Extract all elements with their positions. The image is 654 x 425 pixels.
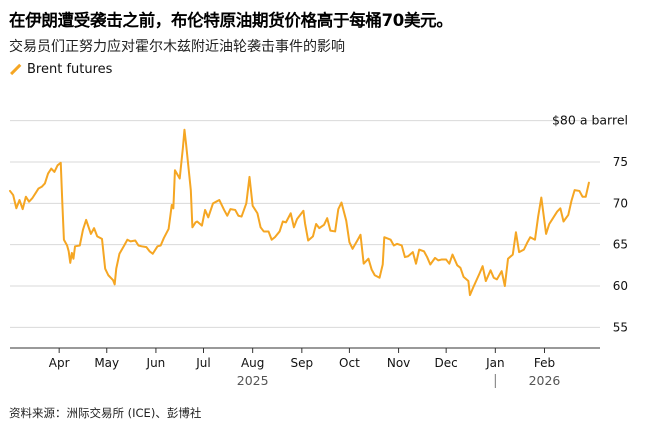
x-tick-label-apr: Apr — [49, 356, 70, 370]
x-tick-label-feb: Feb — [534, 356, 555, 370]
x-tick-label-aug: Aug — [241, 356, 264, 370]
year-label-2026: 2026 — [529, 373, 561, 388]
gridlines — [10, 120, 600, 328]
series-line-brent-futures — [9, 128, 590, 297]
y-tick-label-60: 60 — [613, 279, 628, 293]
x-tick-label-jul: Jul — [195, 356, 210, 370]
x-axis: Apr May Jun Jul Aug Sep Oct Nov Dec Jan Feb 2025 202… — [10, 347, 600, 388]
x-tick-label-dec: Dec — [435, 356, 458, 370]
source-note: 资料来源：洲际交易所 (ICE)、彭博社 — [9, 406, 202, 420]
x-tick-label-nov: Nov — [387, 356, 410, 370]
x-tick-label-sep: Sep — [291, 356, 314, 370]
y-tick-label-65: 65 — [613, 238, 628, 252]
x-tick-label-jun: Jun — [146, 356, 166, 370]
x-tick-label-oct: Oct — [339, 356, 360, 370]
y-unit-label: $80 a barrel — [552, 113, 628, 128]
y-tick-label-75: 75 — [613, 155, 628, 169]
y-tick-label-70: 70 — [613, 196, 628, 210]
y-axis-ticks: 55 60 65 70 75 — [613, 155, 628, 334]
legend-label: Brent futures — [27, 62, 113, 77]
chart-title: 在伊朗遭受袭击之前，布伦特原油期货价格高于每桶70美元。 — [9, 11, 453, 30]
year-label-2025: 2025 — [237, 373, 269, 388]
y-tick-label-55: 55 — [613, 320, 628, 334]
series-group — [9, 128, 590, 297]
x-tick-label-may: May — [94, 356, 119, 370]
legend: Brent futures — [9, 62, 112, 77]
x-tick-label-jan: Jan — [485, 356, 505, 370]
chart-subtitle: 交易员们正努力应对霍尔木兹附近油轮袭击事件的影响 — [9, 39, 345, 55]
